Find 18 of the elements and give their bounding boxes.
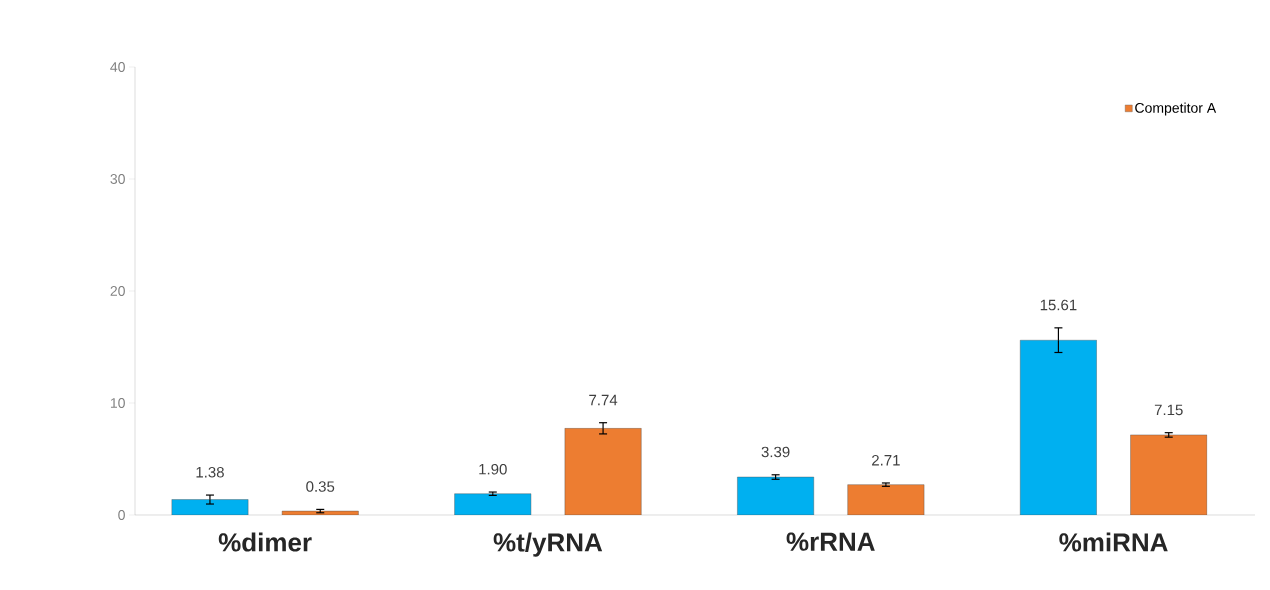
x-tick-label: %miRNA [1059,532,1168,552]
y-tick-label: 20 [110,286,125,296]
y-tick-label: 0 [118,510,125,520]
legend-label: Competitor A [1135,102,1217,116]
data-label: 1.38 [196,466,224,478]
x-tick-label: %t/yRNA [493,532,603,557]
y-tick-label: 40 [110,62,125,72]
x-tick-label: %rRNA [786,532,875,551]
data-label: 0.35 [306,481,335,492]
y-tick-label: 10 [110,398,125,408]
data-label: 15.61 [1040,299,1077,311]
data-label: 7.15 [1154,404,1183,416]
data-label: 1.90 [479,463,507,475]
data-label: 3.39 [761,446,790,458]
x-tick-label: %dimer [218,532,312,552]
y-tick-label: 30 [110,174,125,184]
data-label: 7.74 [589,394,618,406]
data-label: 2.71 [872,454,900,466]
